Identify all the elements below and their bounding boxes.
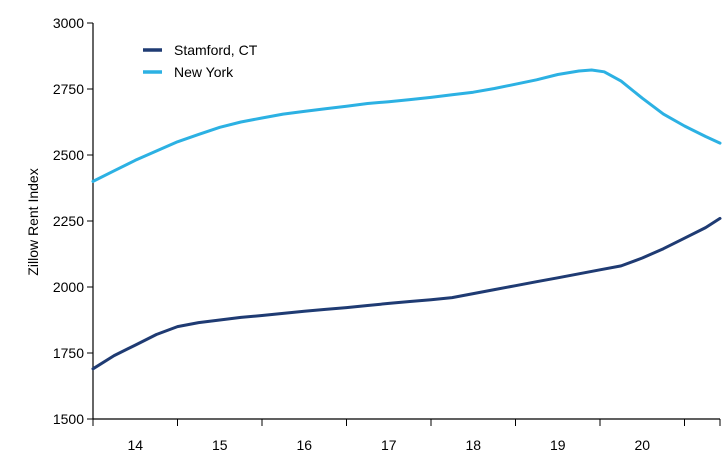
- y-tick-label: 3000: [53, 15, 84, 31]
- y-tick-label: 2500: [53, 147, 84, 163]
- axes-group: [92, 23, 720, 420]
- legend-label: Stamford, CT: [174, 42, 258, 58]
- y-axis-title: Zillow Rent Index: [25, 168, 41, 275]
- x-tick-label: 18: [465, 437, 481, 453]
- x-tick-label: 16: [296, 437, 312, 453]
- x-tick-label: 19: [550, 437, 566, 453]
- x-tick-label: 20: [634, 437, 650, 453]
- y-tick-label: 2750: [53, 81, 84, 97]
- y-tick-label: 2000: [53, 279, 84, 295]
- legend-label: New York: [174, 64, 234, 80]
- series-line-1: [91, 68, 722, 183]
- y-ticks-group: 1500 1750 2000 2250 2500 2750 3000: [53, 15, 93, 427]
- y-tick-label: 1750: [53, 345, 84, 361]
- legend: Stamford, CT New York: [143, 42, 258, 80]
- x-ticks-group: 14 15 16 17 18 19 20: [92, 419, 721, 453]
- y-tick-label: 2250: [53, 213, 84, 229]
- y-tick-label: 1500: [53, 411, 84, 427]
- series-line-0: [91, 216, 722, 371]
- series-group: [91, 68, 722, 371]
- x-tick-label: 15: [212, 437, 228, 453]
- x-tick-label: 17: [381, 437, 397, 453]
- x-tick-label: 14: [127, 437, 143, 453]
